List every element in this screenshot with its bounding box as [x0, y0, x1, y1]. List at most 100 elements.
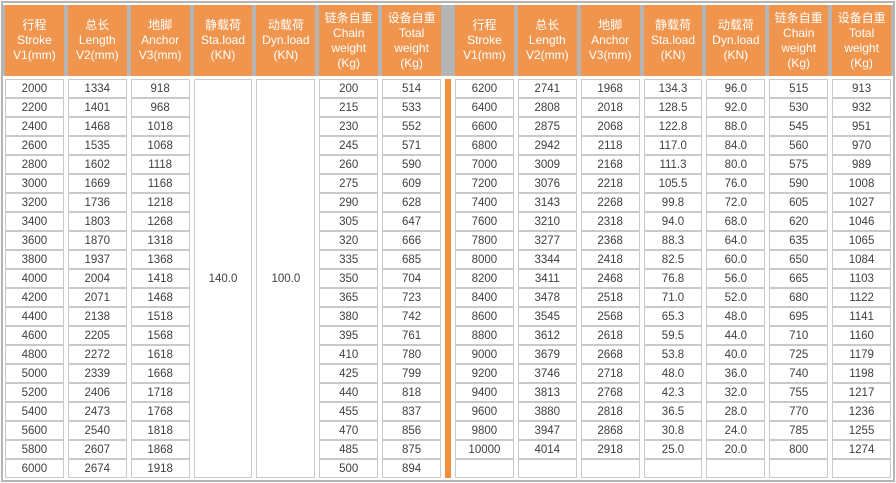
cell-total-weight: 704	[382, 269, 441, 288]
cell-anchor: 968	[130, 98, 190, 117]
header-cell-length: 总长 Length V2(mm)	[517, 5, 577, 76]
cell-stroke: 2600	[5, 136, 64, 155]
cell-chain-weight: 200	[319, 79, 379, 98]
cell-anchor: 2618	[580, 326, 640, 345]
cell-dyn-load: 48.0	[706, 307, 766, 326]
header-cell-length: 总长 Length V2(mm)	[67, 5, 127, 76]
cell-anchor	[580, 459, 640, 478]
cell-total-weight: 818	[382, 383, 441, 402]
cell-anchor: 1168	[130, 174, 190, 193]
cell-total-weight: 723	[382, 288, 441, 307]
cell-chain-weight: 215	[319, 98, 379, 117]
cell-length: 2339	[67, 364, 127, 383]
cell-total-weight: 1160	[832, 326, 891, 345]
cell-dyn-load: 84.0	[706, 136, 766, 155]
cell-dyn-load: 52.0	[706, 288, 766, 307]
cell-chain-weight: 350	[319, 269, 379, 288]
cell-total-weight: 951	[832, 117, 891, 136]
cell-sta-load: 111.3	[643, 155, 703, 174]
cell-stroke: 9400	[455, 383, 514, 402]
cell-anchor: 1318	[130, 231, 190, 250]
cell-stroke: 7600	[455, 212, 514, 231]
cell-dyn-load: 92.0	[706, 98, 766, 117]
cell-stroke: 5000	[5, 364, 64, 383]
cell-stroke: 7400	[455, 193, 514, 212]
cell-stroke: 4200	[5, 288, 64, 307]
cell-stroke: 8600	[455, 307, 514, 326]
cell-chain-weight: 230	[319, 117, 379, 136]
cell-stroke: 2000	[5, 79, 64, 98]
cell-stroke: 6200	[455, 79, 514, 98]
cell-stroke: 3400	[5, 212, 64, 231]
cell-anchor: 1618	[130, 345, 190, 364]
cell-anchor: 2168	[580, 155, 640, 174]
cell-chain-weight: 425	[319, 364, 379, 383]
cell-total-weight: 1084	[832, 250, 891, 269]
cell-anchor: 1968	[580, 79, 640, 98]
cell-anchor: 1568	[130, 326, 190, 345]
cell-total-weight: 1046	[832, 212, 891, 231]
cell-chain-weight: 725	[769, 345, 829, 364]
cell-sta-load: 128.5	[643, 98, 703, 117]
cell-anchor: 2868	[580, 421, 640, 440]
cell-total-weight: 1065	[832, 231, 891, 250]
table-divider-bar	[445, 79, 451, 478]
cell-dyn-load: 36.0	[706, 364, 766, 383]
cell-total-weight: 1122	[832, 288, 891, 307]
cell-chain-weight: 665	[769, 269, 829, 288]
cell-stroke: 3800	[5, 250, 64, 269]
cell-sta-load: 122.8	[643, 117, 703, 136]
cell-total-weight: 989	[832, 155, 891, 174]
cell-chain-weight: 440	[319, 383, 379, 402]
cell-total-weight: 780	[382, 345, 441, 364]
cell-total-weight: 970	[832, 136, 891, 155]
cell-sta-load: 42.3	[643, 383, 703, 402]
cell-sta-load: 30.8	[643, 421, 703, 440]
cell-total-weight: 1008	[832, 174, 891, 193]
cell-length: 3143	[517, 193, 577, 212]
cell-dyn-load: 68.0	[706, 212, 766, 231]
cell-anchor: 1068	[130, 136, 190, 155]
cell-total-weight: 571	[382, 136, 441, 155]
cell-chain-weight: 275	[319, 174, 379, 193]
cell-length: 1870	[67, 231, 127, 250]
cell-length: 3009	[517, 155, 577, 174]
cell-sta-load: 88.3	[643, 231, 703, 250]
cell-anchor: 2018	[580, 98, 640, 117]
cell-length: 1468	[67, 117, 127, 136]
cell-chain-weight: 455	[319, 402, 379, 421]
cell-stroke: 5600	[5, 421, 64, 440]
cell-stroke: 9800	[455, 421, 514, 440]
cell-total-weight: 609	[382, 174, 441, 193]
cell-sta-load: 53.8	[643, 345, 703, 364]
cell-chain-weight: 395	[319, 326, 379, 345]
cell-length: 2406	[67, 383, 127, 402]
cell-chain-weight: 695	[769, 307, 829, 326]
cell-length: 2205	[67, 326, 127, 345]
cell-sta-load: 105.5	[643, 174, 703, 193]
cell-anchor: 2368	[580, 231, 640, 250]
cell-total-weight: 628	[382, 193, 441, 212]
cell-stroke: 4600	[5, 326, 64, 345]
cell-length	[517, 459, 577, 478]
cell-length: 3411	[517, 269, 577, 288]
cell-length: 3880	[517, 402, 577, 421]
cell-chain-weight: 800	[769, 440, 829, 459]
cell-chain-weight: 335	[319, 250, 379, 269]
header-cell-anchor: 地脚 Anchor V3(mm)	[580, 5, 640, 76]
cell-length: 3545	[517, 307, 577, 326]
cell-stroke: 5200	[5, 383, 64, 402]
cell-stroke: 8000	[455, 250, 514, 269]
cell-anchor: 1868	[130, 440, 190, 459]
cell-anchor: 2468	[580, 269, 640, 288]
cell-dyn-load: 56.0	[706, 269, 766, 288]
cell-total-weight: 533	[382, 98, 441, 117]
cell-chain-weight: 680	[769, 288, 829, 307]
cell-length: 3813	[517, 383, 577, 402]
cell-total-weight	[832, 459, 891, 478]
cell-total-weight: 1027	[832, 193, 891, 212]
cell-length: 2674	[67, 459, 127, 478]
cell-stroke: 9000	[455, 345, 514, 364]
cell-chain-weight: 485	[319, 440, 379, 459]
